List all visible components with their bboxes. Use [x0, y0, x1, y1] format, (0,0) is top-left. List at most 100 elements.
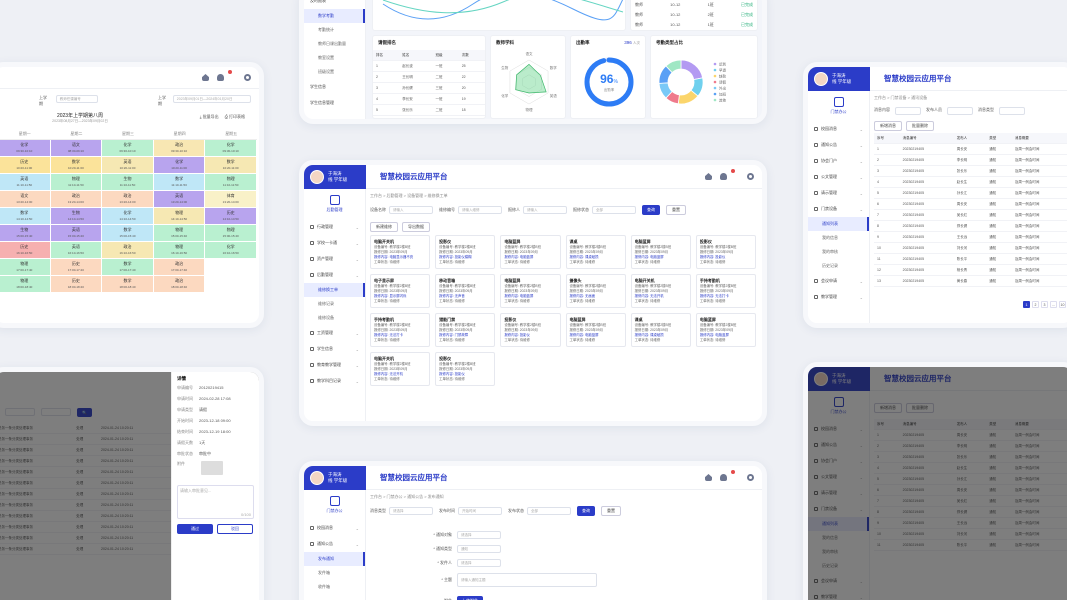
filter-input[interactable]: 请选择 [389, 507, 433, 515]
table-row[interactable]: 2 20230219405 李长明 通知 及周一例会时间 [874, 154, 1067, 166]
filter-input[interactable] [895, 107, 921, 115]
filter-input[interactable] [947, 107, 973, 115]
sidebar-item[interactable]: 班级设置 [318, 69, 334, 74]
table-row[interactable]: 总务一条分类处理事务 处理 2024-01-24 10:20:11 [0, 532, 171, 544]
module-selector[interactable]: 门禁办公 [304, 490, 365, 520]
class-slot[interactable]: 政治 18:00-18:40 [153, 276, 206, 293]
sidebar-item[interactable]: 教学科目记录 ⌄ [304, 373, 365, 389]
module-selector[interactable]: 门禁办公 [808, 91, 869, 121]
class-slot[interactable]: 生物 14:10-14:50 [50, 208, 103, 225]
upload-button[interactable]: 上传附件 [457, 596, 483, 600]
sidebar-item[interactable]: 校园消息 ⌄ [304, 520, 365, 536]
class-slot[interactable]: 政治 09:30-10:10 [153, 140, 206, 157]
user-bar[interactable]: 于海涛线 学年级 [304, 165, 366, 189]
gear-icon[interactable] [747, 173, 754, 180]
sidebar-subitem[interactable]: 通知列表 [808, 517, 869, 531]
class-slot[interactable]: 物理 16:10-16:50 [153, 242, 206, 259]
class-slot[interactable] [205, 276, 257, 293]
repair-card-item[interactable]: 电脑蓝屏 设备编号: 教学楼2楼B班 报修日期: 2023年09月 报修内容: 电脑蓝… [500, 235, 561, 269]
table-row[interactable]: 6 20230219405 周长安 通知 及周一例会时间 [874, 198, 1067, 210]
sidebar-subitem[interactable]: 发布通知 [304, 552, 365, 566]
search-button[interactable]: 查询 [642, 205, 660, 215]
repair-card-item[interactable]: 课桌 设备编号: 教学楼2楼B班 报修日期: 2023年09月 报修内容: 课桌破损工… [565, 235, 626, 269]
repair-card-item[interactable]: 手持考勤机 设备编号: 教学楼2楼B班 报修日期: 2023年09月 报修内容: 无法… [370, 313, 431, 347]
filter-input[interactable]: 全部 [527, 507, 571, 515]
table-row[interactable]: 总务一条分类处理事务 处理 2024-01-24 10:20:11 [0, 488, 171, 500]
search-button[interactable]: 查询 [577, 506, 595, 516]
table-row[interactable]: 12 20230219405 杨长青 通知 及周一例会时间 [874, 264, 1067, 276]
class-slot[interactable]: 历史 18:00-18:40 [50, 276, 103, 293]
repair-card-item[interactable]: 电脑蓝屏 设备编号: 教学楼2楼B班 报修日期: 2023年09月 报修内容: 电脑蓝… [695, 313, 756, 347]
search-button[interactable]: 🔍 [77, 408, 92, 417]
class-slot[interactable]: 历史 17:00-17:40 [50, 259, 103, 276]
date-range-input[interactable]: 2023年09月01日—2024年01月20日 [172, 95, 251, 103]
filter-input[interactable]: 请输入 [389, 206, 433, 214]
class-slot[interactable]: 化学 09:30-10:10 [0, 140, 51, 157]
class-slot[interactable]: 政治 13:20-14:00 [50, 191, 103, 208]
export-data-button[interactable]: 导出数据 [402, 222, 430, 232]
class-slot[interactable]: 物理 11:10-11:50 [205, 174, 257, 191]
add-message-button[interactable]: 新增消息 [874, 121, 902, 131]
grade-select[interactable]: 教师任课编号 [55, 95, 98, 103]
page-button[interactable]: 1 [1023, 301, 1030, 308]
table-row[interactable]: 8 20230219405 郑长健 通知 及周一例会时间 [874, 220, 1067, 232]
class-slot[interactable]: 数学 10:20-11:00 [50, 157, 103, 174]
table-row[interactable]: 10 20230219405 刘长河 通知 及周一例会时间 [874, 242, 1067, 254]
table-row[interactable]: 总务一条分类处理事务 处理 2024-01-24 10:20:11 [0, 543, 171, 555]
sidebar-item[interactable]: 校园消息 ⌄ [808, 121, 869, 137]
print-button[interactable]: ⎙ 打印表格 [224, 114, 245, 119]
sidebar-item[interactable]: 通知公告 ⌄ [808, 137, 869, 153]
sidebar-item[interactable]: 门禁设备 ⌄ [808, 201, 869, 217]
class-slot[interactable]: 数学 17:00-17:40 [102, 259, 154, 276]
page-button[interactable]: 3 [1041, 301, 1048, 308]
sidebar-item[interactable]: 通知公告 ⌄ [808, 437, 869, 453]
class-slot[interactable]: 语文 08:30-09:10 [50, 140, 103, 157]
sidebar-item[interactable]: 门禁设备 ⌄ [808, 501, 869, 517]
table-row[interactable]: 总务一条分类处理事务 处理 2024-01-24 10:20:11 [0, 521, 171, 533]
sidebar-item[interactable]: 教育教学管理 ⌄ [304, 357, 365, 373]
repair-card-item[interactable]: 电脑蓝屏 设备编号: 教学楼2楼B班 报修日期: 2023年09月 报修内容: 电脑蓝… [630, 235, 691, 269]
sidebar-item[interactable]: 教学管理 ⌄ [808, 289, 869, 305]
table-row[interactable]: 总务一条分类处理事务 处理 2024-01-24 10:20:11 [0, 510, 171, 522]
table-row[interactable]: 11 20230219405 陈长平 通知 及周一例会时间 [874, 539, 1067, 551]
repair-card-item[interactable]: 电脑蓝屏 设备编号: 教学楼2楼B班 报修日期: 2023年09月 报修内容: 电脑蓝… [500, 274, 561, 308]
table-row[interactable]: 5 20230219405 孙长江 通知 及周一例会时间 [874, 473, 1067, 485]
class-slot[interactable]: 物理 17:00-17:40 [0, 259, 51, 276]
filter-input[interactable]: 开始时间 [458, 507, 502, 515]
home-icon[interactable] [705, 474, 712, 481]
module-selector[interactable]: 后勤管理 [304, 189, 365, 219]
table-row[interactable]: 8 20230219405 郑长健 通知 及周一例会时间 [874, 506, 1067, 518]
class-slot[interactable]: 政治 16:10-16:50 [102, 242, 154, 259]
add-repair-button[interactable]: 新建维修 [370, 222, 398, 232]
sidebar-item[interactable]: 协会门户 ⌄ [808, 153, 869, 169]
bell-icon[interactable] [217, 74, 224, 81]
repair-card-item[interactable]: 课桌 设备编号: 教学楼2楼B班 报修日期: 2023年09月 报修内容: 课桌破损工… [630, 313, 691, 347]
bell-icon[interactable] [720, 173, 727, 180]
user-bar[interactable]: 于海涛线 学年级 [304, 466, 366, 490]
repair-card-item[interactable]: 猎能门禁 设备编号: 教学楼2楼B班 报修日期: 2023年09月 报修内容: 门禁故… [435, 313, 496, 347]
repair-card-item[interactable]: 电子显示屏 设备编号: 教学楼2楼B班 报修日期: 2023年09月 报修内容: 显示… [370, 274, 431, 308]
sidebar-item[interactable]: 公文管理 ⌄ [808, 169, 869, 185]
class-slot[interactable]: 物理 14:10-14:50 [153, 208, 206, 225]
repair-card-item[interactable]: 移动音箱 设备编号: 教学楼2楼B班 报修日期: 2023年09月 报修内容: 无声音… [435, 274, 496, 308]
batch-delete-button[interactable]: 批量删除 [906, 403, 934, 413]
sidebar-item[interactable]: 教学管理 ⌄ [808, 589, 869, 600]
repair-card-item[interactable]: 投影仪 设备编号: 教学楼2楼B班 报修日期: 2023年09月 报修内容: 投影仪工… [695, 235, 756, 269]
class-slot[interactable]: 数学 15:00-15:40 [102, 225, 154, 242]
filter-input[interactable] [999, 107, 1025, 115]
class-slot[interactable] [205, 259, 257, 276]
table-row[interactable]: 9 20230219405 王长远 通知 及周一例会时间 [874, 231, 1067, 243]
class-slot[interactable]: 历史 14:10-14:50 [205, 208, 257, 225]
export-button[interactable]: ⤓ 批量导出 [199, 114, 219, 119]
table-row[interactable]: 总务一条分类处理事务 处理 2024-01-24 10:20:11 [0, 477, 171, 489]
module-selector[interactable]: 门禁办公 [808, 391, 869, 421]
class-slot[interactable]: 英语 16:10-16:50 [50, 242, 103, 259]
sidebar-item[interactable]: 协会门户 ⌄ [808, 453, 869, 469]
class-slot[interactable]: 英语 15:00-15:40 [50, 225, 103, 242]
table-row[interactable]: 1 20230219405 周长安 通知 及周一例会时间 [874, 143, 1067, 155]
sidebar-item[interactable]: 公文管理 ⌄ [808, 469, 869, 485]
page-button[interactable]: ... [1050, 301, 1057, 308]
user-bar[interactable]: 于海涛线 学年级 [808, 367, 870, 391]
table-row[interactable]: 3 20230219405 张长乐 通知 及周一例会时间 [874, 451, 1067, 463]
class-slot[interactable]: 英语 13:20-14:00 [153, 191, 206, 208]
